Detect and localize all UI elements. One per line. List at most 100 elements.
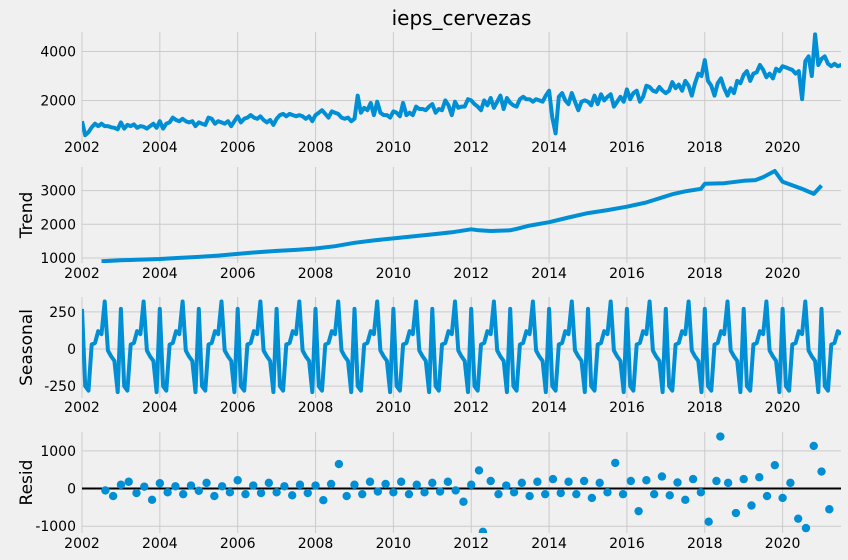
y-tick-label: 0 — [67, 482, 76, 498]
x-tick-label: 2008 — [298, 266, 334, 282]
resid-point — [303, 488, 312, 498]
x-tick-label: 2018 — [687, 140, 723, 156]
resid-point — [739, 474, 748, 484]
resid-point — [373, 487, 383, 496]
resid-point — [778, 493, 787, 503]
resid-point — [517, 478, 527, 488]
x-tick-label: 2010 — [376, 536, 412, 552]
x-tick-label: 2018 — [687, 536, 723, 552]
resid-point — [124, 477, 133, 486]
x-tick-label: 2020 — [765, 536, 801, 552]
resid-point — [334, 459, 344, 469]
resid-point — [179, 489, 188, 499]
panel-2: 2002 2004 2006 2008 2010 2012 2014 2016 2018 2020… — [17, 167, 841, 282]
resid-point — [108, 491, 118, 501]
resid-point — [365, 477, 375, 486]
chart-title: ieps_cervezas — [392, 6, 532, 30]
x-tick-label: 2004 — [142, 536, 178, 552]
x-tick-label: 2020 — [765, 140, 801, 156]
x-tick-label: 2010 — [376, 266, 412, 282]
x-tick-label: 2016 — [609, 536, 645, 552]
resid-point — [649, 489, 659, 499]
resid-point — [443, 477, 453, 486]
resid-point — [217, 482, 227, 491]
resid-point — [478, 527, 488, 533]
panel-1: 2002 2004 2006 2008 2010 2012 2014 2016 2018 2020… — [40, 6, 841, 156]
resid-point — [412, 480, 421, 489]
x-tick-label: 2002 — [64, 400, 100, 416]
x-tick-label: 2016 — [609, 140, 645, 156]
resid-point — [319, 496, 328, 505]
x-tick-label: 2014 — [531, 140, 567, 156]
resid-point — [696, 488, 706, 497]
resid-point — [435, 487, 445, 496]
resid-point — [486, 476, 495, 486]
resid-point — [755, 473, 764, 482]
y-axis-label: Trend — [17, 192, 37, 240]
resid-point — [665, 491, 674, 500]
panel-4: 2002 2004 2006 2008 2010 2012 2014 2016 2018 2020… — [17, 432, 841, 552]
resid-point — [731, 508, 741, 518]
resid-point — [595, 478, 604, 488]
resid-point — [342, 491, 351, 501]
y-tick-label: 3000 — [40, 184, 76, 200]
resid-point — [502, 481, 511, 490]
resid-point — [634, 506, 643, 516]
resid-point — [688, 474, 698, 484]
data-layer — [82, 32, 841, 138]
x-tick-label: 2010 — [376, 140, 412, 156]
x-tick-label: 2002 — [64, 140, 100, 156]
resid-point — [116, 480, 126, 489]
x-tick-label: 2008 — [298, 400, 334, 416]
x-tick-label: 2018 — [687, 266, 723, 282]
resid-point — [509, 488, 519, 497]
y-tick-label: 2000 — [40, 93, 76, 109]
resid-point — [210, 491, 219, 501]
x-tick-label: 2012 — [453, 400, 489, 416]
x-tick-label: 2014 — [531, 266, 567, 282]
resid-point — [564, 477, 573, 486]
resid-point — [241, 489, 250, 499]
resid-point — [295, 480, 305, 489]
resid-point — [428, 478, 437, 488]
y-tick-label: 0 — [67, 342, 76, 358]
x-tick-label: 2016 — [609, 266, 645, 282]
x-tick-label: 2014 — [531, 536, 567, 552]
resid-point — [101, 486, 110, 495]
resid-point — [556, 488, 565, 498]
x-tick-label: 2006 — [220, 536, 256, 552]
resid-point — [287, 491, 297, 500]
series-line — [82, 299, 841, 395]
resid-point — [825, 505, 834, 514]
resid-point — [681, 495, 690, 505]
resid-point — [147, 495, 157, 505]
x-tick-label: 2018 — [687, 400, 723, 416]
x-tick-label: 2004 — [142, 266, 178, 282]
data-layer — [82, 432, 841, 533]
resid-point — [233, 476, 242, 485]
x-tick-label: 2012 — [453, 140, 489, 156]
y-tick-label: 250 — [49, 305, 76, 321]
resid-point — [494, 489, 503, 499]
y-tick-label: 2000 — [40, 217, 76, 233]
y-tick-label: 1000 — [40, 251, 76, 267]
x-tick-label: 2012 — [453, 266, 489, 282]
x-tick-label: 2004 — [142, 140, 178, 156]
resid-point — [642, 476, 651, 485]
resid-point — [186, 481, 196, 490]
resid-point — [712, 476, 721, 486]
x-tick-label: 2008 — [298, 140, 334, 156]
resid-point — [264, 478, 274, 488]
resid-point — [350, 480, 359, 489]
x-tick-label: 2020 — [765, 266, 801, 282]
x-tick-label: 2002 — [64, 266, 100, 282]
resid-point — [272, 488, 281, 497]
resid-point — [793, 514, 803, 523]
resid-point — [389, 488, 398, 497]
data-layer — [101, 169, 823, 263]
resid-point — [704, 517, 713, 526]
resid-point — [467, 480, 476, 489]
resid-point — [770, 460, 780, 470]
x-tick-label: 2006 — [220, 400, 256, 416]
resid-point — [540, 489, 550, 499]
